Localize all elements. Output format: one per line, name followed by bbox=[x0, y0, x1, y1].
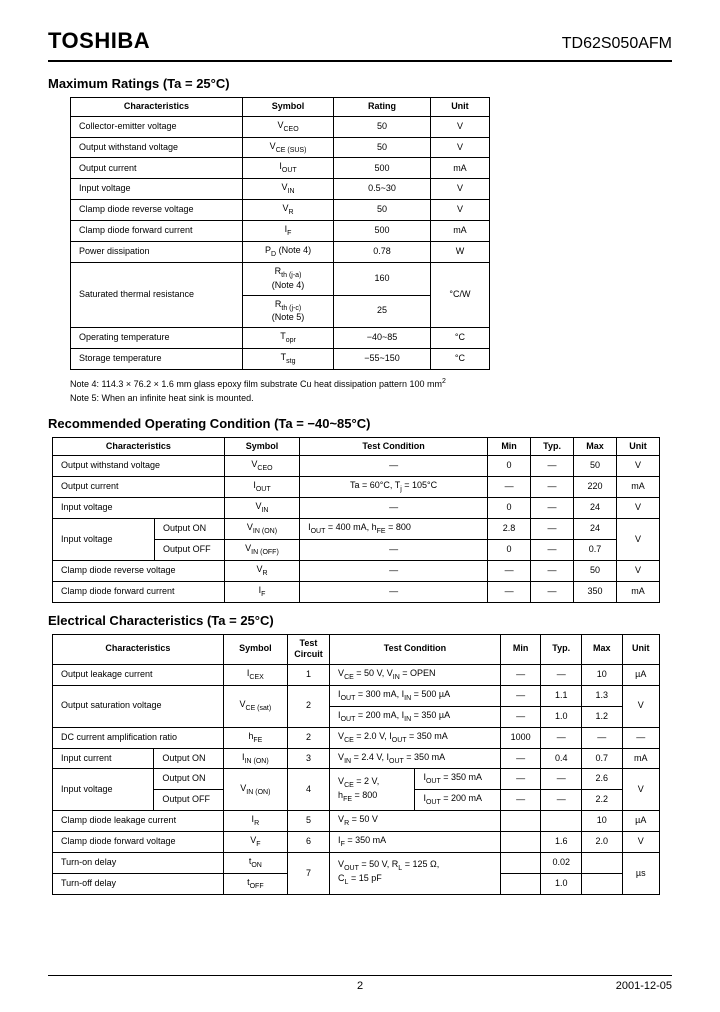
table-row: Output saturation voltage VCE (sat)2 IOU… bbox=[53, 685, 660, 706]
table-row: Saturated thermal resistance Rth (j-a)(N… bbox=[71, 262, 490, 295]
th-unit: Unit bbox=[430, 98, 489, 117]
page-header: TOSHIBA TD62S050AFM bbox=[48, 28, 672, 62]
note-4: Note 4: 114.3 × 76.2 × 1.6 mm glass epox… bbox=[70, 379, 442, 389]
table-row: Output currentIOUT500mA bbox=[71, 158, 490, 179]
table-row: Clamp diode reverse voltageVR— ——50V bbox=[53, 560, 660, 581]
table-row: Clamp diode reverse voltageVR50V bbox=[71, 200, 490, 221]
page-number: 2 bbox=[357, 980, 363, 992]
table-row: Input voltageVIN0.5~30V bbox=[71, 179, 490, 200]
table-row: Output leakage currentICEX1 VCE = 50 V, … bbox=[53, 664, 660, 685]
table-row: Clamp diode forward currentIF500mA bbox=[71, 221, 490, 242]
part-number: TD62S050AFM bbox=[562, 35, 672, 53]
table-row: Power dissipationPD (Note 4)0.78W bbox=[71, 242, 490, 263]
section-title-rec-op: Recommended Operating Condition (Ta = −4… bbox=[48, 416, 672, 431]
table-row: Turn-on delaytON 7 VOUT = 50 V, RL = 125… bbox=[53, 852, 660, 873]
th-characteristics: Characteristics bbox=[71, 98, 243, 117]
table-row: Output withstand voltageVCE (SUS)50V bbox=[71, 137, 490, 158]
notes-block: Note 4: 114.3 × 76.2 × 1.6 mm glass epox… bbox=[70, 376, 672, 406]
table-row: Input voltageVIN— 0—24V bbox=[53, 498, 660, 519]
footer-date: 2001-12-05 bbox=[616, 980, 672, 992]
table-row: Clamp diode forward currentIF— ——350mA bbox=[53, 581, 660, 602]
section-title-max-ratings: Maximum Ratings (Ta = 25°C) bbox=[48, 76, 672, 91]
th-rating: Rating bbox=[334, 98, 431, 117]
page-footer: 2 2001-12-05 bbox=[48, 975, 672, 992]
table-rec-op: Characteristics Symbol Test Condition Mi… bbox=[52, 437, 660, 603]
table-row: Input voltage Output ONVIN (ON)IOUT = 40… bbox=[53, 519, 660, 540]
table-row: Output withstand voltageVCEO— 0—50V bbox=[53, 456, 660, 477]
table-row: Output currentIOUTTa = 60°C, Tj = 105°C … bbox=[53, 477, 660, 498]
table-row: Input voltageOutput ON VIN (ON)4 VCE = 2… bbox=[53, 769, 660, 790]
table-row: Operating temperatureTopr−40~85°C bbox=[71, 328, 490, 349]
table-row: Storage temperatureTstg−55~150°C bbox=[71, 348, 490, 369]
table-row: Clamp diode forward voltageVF6 IF = 350 … bbox=[53, 832, 660, 853]
table-row: Input currentOutput ON IIN (ON)3 VIN = 2… bbox=[53, 748, 660, 769]
table-elec-char: Characteristics Symbol Test Circuit Test… bbox=[52, 634, 660, 895]
table-row: DC current amplification ratiohFE2 VCE =… bbox=[53, 727, 660, 748]
table-row: Clamp diode leakage currentIR5 VR = 50 V… bbox=[53, 811, 660, 832]
table-max-ratings: Characteristics Symbol Rating Unit Colle… bbox=[70, 97, 490, 370]
section-title-elec: Electrical Characteristics (Ta = 25°C) bbox=[48, 613, 672, 628]
note-5: Note 5: When an infinite heat sink is mo… bbox=[70, 391, 672, 405]
th-symbol: Symbol bbox=[242, 98, 333, 117]
brand-logo: TOSHIBA bbox=[48, 28, 150, 54]
table-row: Collector-emitter voltageVCEO50V bbox=[71, 116, 490, 137]
